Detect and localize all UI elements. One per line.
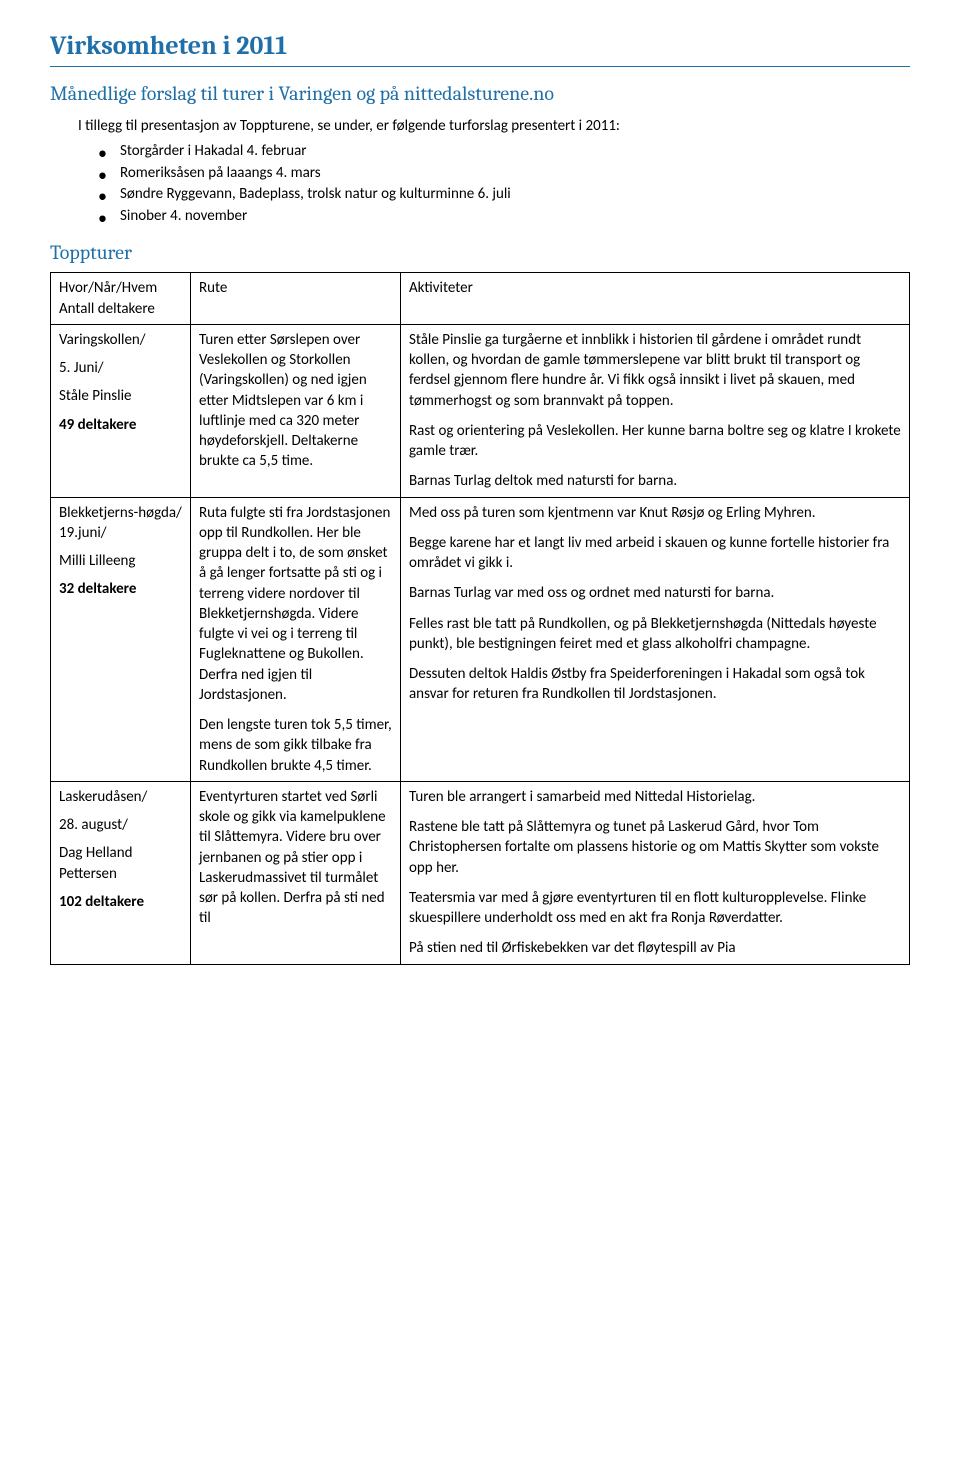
- subsection-title: Månedlige forslag til turer i Varingen o…: [50, 81, 910, 107]
- table-row: Varingskollen/5. Juni/Ståle Pinslie 49 de…: [51, 324, 910, 497]
- who-line: 5. Juni/: [59, 358, 182, 378]
- bullet-item: Storgårder i Hakadal 4. februar: [98, 142, 910, 162]
- table-header-row: Hvor/Når/Hvem Antall deltakere Rute Akti…: [51, 273, 910, 325]
- who-line: Dag Helland Pettersen: [59, 843, 182, 884]
- header-cell-who: Hvor/Når/Hvem Antall deltakere: [51, 273, 191, 325]
- route-paragraph: Den lengste turen tok 5,5 timer, mens de…: [199, 715, 392, 776]
- intro-paragraph: I tillegg til presentasjon av Toppturene…: [78, 117, 910, 137]
- cell-who: Laskerudåsen/28. august/Dag Helland Pett…: [51, 781, 191, 964]
- cell-who: Blekketjerns-høgda/ 19.juni/Milli Lillee…: [51, 497, 191, 781]
- activity-paragraph: Turen ble arrangert i samarbeid med Nitt…: [409, 787, 901, 807]
- bullet-list: Storgårder i Hakadal 4. februarRomerikså…: [98, 142, 910, 226]
- activity-paragraph: Rast og orientering på Veslekollen. Her …: [409, 421, 901, 462]
- activity-paragraph: På stien ned til Ørfiskebekken var det f…: [409, 938, 901, 958]
- header-cell-route: Rute: [191, 273, 401, 325]
- tours-table: Hvor/Når/Hvem Antall deltakere Rute Akti…: [50, 272, 910, 964]
- route-paragraph: Turen etter Sørslepen over Veslekollen o…: [199, 330, 392, 472]
- activity-paragraph: Barnas Turlag var med oss og ordnet med …: [409, 583, 901, 603]
- participant-count: 49 deltakere: [59, 415, 182, 435]
- page-title: Virksomheten i 2011: [50, 30, 910, 67]
- cell-who: Varingskollen/5. Juni/Ståle Pinslie 49 de…: [51, 324, 191, 497]
- participant-count: 32 deltakere: [59, 579, 182, 599]
- table-row: Laskerudåsen/28. august/Dag Helland Pett…: [51, 781, 910, 964]
- cell-route: Ruta fulgte sti fra Jordstasjonen opp ti…: [191, 497, 401, 781]
- who-line: Varingskollen/: [59, 330, 182, 350]
- route-paragraph: Eventyrturen startet ved Sørli skole og …: [199, 787, 392, 929]
- cell-route: Eventyrturen startet ved Sørli skole og …: [191, 781, 401, 964]
- activity-paragraph: Teatersmia var med å gjøre eventyrturen …: [409, 888, 901, 929]
- cell-route: Turen etter Sørslepen over Veslekollen o…: [191, 324, 401, 497]
- who-line: Milli Lilleeng: [59, 551, 182, 571]
- activity-paragraph: Med oss på turen som kjentmenn var Knut …: [409, 503, 901, 523]
- cell-activities: Med oss på turen som kjentmenn var Knut …: [401, 497, 910, 781]
- who-line: 28. august/: [59, 815, 182, 835]
- table-row: Blekketjerns-høgda/ 19.juni/Milli Lillee…: [51, 497, 910, 781]
- bullet-item: Søndre Ryggevann, Badeplass, trolsk natu…: [98, 185, 910, 205]
- header-label: Hvor/Når/Hvem: [59, 278, 182, 298]
- route-paragraph: Ruta fulgte sti fra Jordstasjonen opp ti…: [199, 503, 392, 706]
- header-cell-activities: Aktiviteter: [401, 273, 910, 325]
- bullet-item: Romeriksåsen på laaangs 4. mars: [98, 164, 910, 184]
- activity-paragraph: Begge karene har et langt liv med arbeid…: [409, 533, 901, 574]
- header-label: Antall deltakere: [59, 299, 182, 319]
- activity-paragraph: Barnas Turlag deltok med natursti for ba…: [409, 471, 901, 491]
- bullet-item: Sinober 4. november: [98, 207, 910, 227]
- activity-paragraph: Felles rast ble tatt på Rundkollen, og p…: [409, 614, 901, 655]
- activity-paragraph: Dessuten deltok Haldis Østby fra Speider…: [409, 664, 901, 705]
- activity-paragraph: Ståle Pinslie ga turgåerne et innblikk i…: [409, 330, 901, 411]
- cell-activities: Ståle Pinslie ga turgåerne et innblikk i…: [401, 324, 910, 497]
- cell-activities: Turen ble arrangert i samarbeid med Nitt…: [401, 781, 910, 964]
- activity-paragraph: Rastene ble tatt på Slåttemyra og tunet …: [409, 817, 901, 878]
- participant-count: 102 deltakere: [59, 892, 182, 912]
- who-line: Laskerudåsen/: [59, 787, 182, 807]
- who-line: Ståle Pinslie: [59, 386, 182, 406]
- who-line: Blekketjerns-høgda/ 19.juni/: [59, 503, 182, 544]
- section-heading: Toppturer: [50, 240, 910, 266]
